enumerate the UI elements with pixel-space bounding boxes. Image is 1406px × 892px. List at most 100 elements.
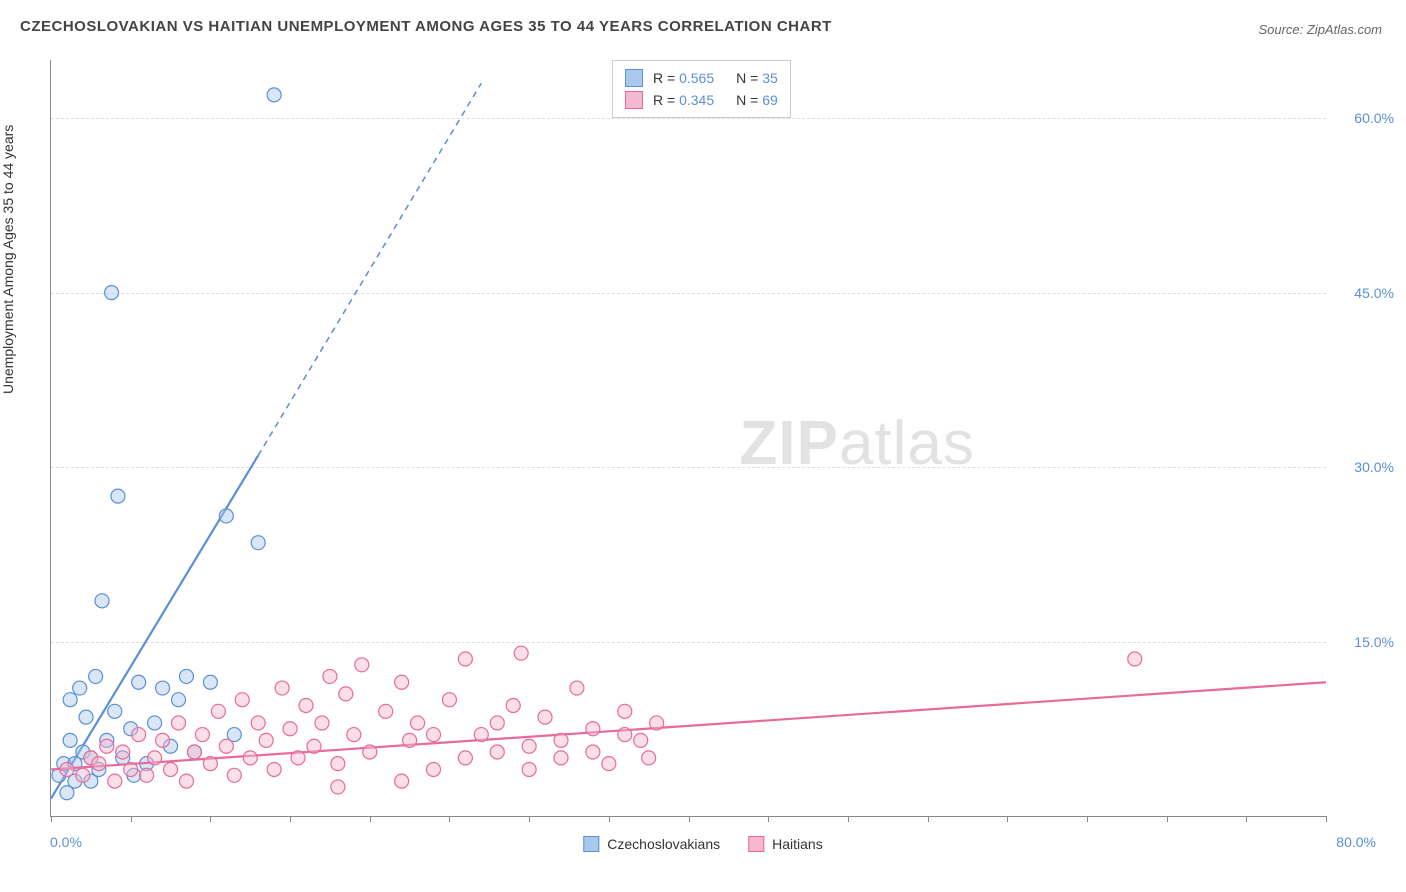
stats-row: R = 0.345N = 69: [625, 89, 778, 111]
y-tick-label: 45.0%: [1354, 285, 1394, 301]
data-point: [164, 762, 178, 776]
stats-swatch: [625, 69, 643, 87]
stats-row: R = 0.565 N = 35: [625, 67, 778, 89]
data-point: [195, 728, 209, 742]
data-point: [148, 751, 162, 765]
x-tick: [1007, 816, 1008, 822]
data-point: [219, 739, 233, 753]
y-axis-label: Unemployment Among Ages 35 to 44 years: [0, 125, 16, 394]
x-tick: [689, 816, 690, 822]
data-point: [458, 751, 472, 765]
data-point: [179, 669, 193, 683]
data-point: [187, 745, 201, 759]
legend-label: Haitians: [772, 836, 823, 852]
data-point: [474, 728, 488, 742]
data-point: [179, 774, 193, 788]
data-point: [355, 658, 369, 672]
x-tick: [1087, 816, 1088, 822]
stats-r-label: R = 0.345: [653, 92, 714, 108]
data-point: [251, 716, 265, 730]
legend-item: Haitians: [748, 836, 823, 852]
data-point: [211, 704, 225, 718]
data-point: [490, 716, 504, 730]
data-point: [634, 733, 648, 747]
data-point: [105, 286, 119, 300]
data-point: [124, 762, 138, 776]
data-point: [108, 774, 122, 788]
x-tick: [1246, 816, 1247, 822]
data-point: [522, 762, 536, 776]
data-point: [108, 704, 122, 718]
legend-swatch: [748, 836, 764, 852]
data-point: [111, 489, 125, 503]
correlation-chart: CZECHOSLOVAKIAN VS HAITIAN UNEMPLOYMENT …: [0, 0, 1406, 892]
data-point: [92, 757, 106, 771]
x-axis-max-label: 80.0%: [1336, 834, 1376, 850]
x-axis-min-label: 0.0%: [50, 834, 82, 850]
x-tick: [768, 816, 769, 822]
data-point: [442, 693, 456, 707]
x-tick: [1167, 816, 1168, 822]
data-point: [339, 687, 353, 701]
data-point: [156, 681, 170, 695]
data-point: [514, 646, 528, 660]
data-point: [63, 693, 77, 707]
data-point: [259, 733, 273, 747]
data-point: [522, 739, 536, 753]
data-point: [76, 768, 90, 782]
data-point: [490, 745, 504, 759]
data-point: [642, 751, 656, 765]
stats-n-label: N = 35: [736, 70, 778, 86]
data-point: [323, 669, 337, 683]
data-point: [395, 675, 409, 689]
data-point: [650, 716, 664, 730]
data-point: [89, 669, 103, 683]
data-point: [307, 739, 321, 753]
data-point: [60, 762, 74, 776]
x-tick: [609, 816, 610, 822]
data-point: [403, 733, 417, 747]
data-point: [132, 728, 146, 742]
data-point: [172, 693, 186, 707]
chart-source: Source: ZipAtlas.com: [1258, 22, 1382, 37]
data-point: [618, 704, 632, 718]
chart-title: CZECHOSLOVAKIAN VS HAITIAN UNEMPLOYMENT …: [20, 18, 832, 35]
data-point: [427, 728, 441, 742]
data-point: [283, 722, 297, 736]
data-point: [618, 728, 632, 742]
y-tick-label: 15.0%: [1354, 634, 1394, 650]
plot-area: ZIPatlas R = 0.565N = 35R = 0.345N = 69 …: [50, 60, 1326, 817]
data-point: [458, 652, 472, 666]
data-point: [331, 757, 345, 771]
data-point: [395, 774, 409, 788]
data-point: [100, 739, 114, 753]
trend-line-dashed: [258, 83, 481, 455]
data-point: [347, 728, 361, 742]
data-point: [602, 757, 616, 771]
data-point: [538, 710, 552, 724]
x-tick: [1326, 816, 1327, 822]
data-point: [116, 745, 130, 759]
x-tick: [449, 816, 450, 822]
data-point: [506, 699, 520, 713]
data-point: [554, 733, 568, 747]
x-tick: [51, 816, 52, 822]
stats-r-label: R = 0.565: [653, 70, 714, 86]
stats-legend-box: R = 0.565 N = 35 R = 0.345N = 69: [612, 60, 791, 118]
data-point: [132, 675, 146, 689]
data-point: [219, 509, 233, 523]
data-point: [203, 675, 217, 689]
y-tick-label: 60.0%: [1354, 110, 1394, 126]
data-point: [291, 751, 305, 765]
data-point: [63, 733, 77, 747]
data-point: [299, 699, 313, 713]
data-point: [251, 536, 265, 550]
data-point: [95, 594, 109, 608]
x-tick: [848, 816, 849, 822]
data-point: [554, 751, 568, 765]
data-point: [570, 681, 584, 695]
x-tick: [131, 816, 132, 822]
legend-item: Czechoslovakians: [583, 836, 720, 852]
data-point: [73, 681, 87, 695]
data-point: [79, 710, 93, 724]
